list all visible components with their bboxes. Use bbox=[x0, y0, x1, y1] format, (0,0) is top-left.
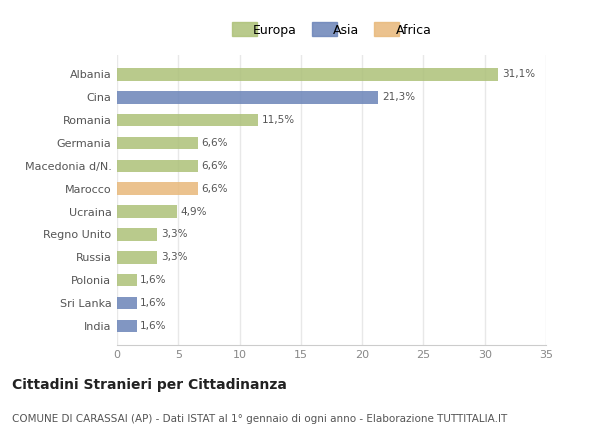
Text: 1,6%: 1,6% bbox=[140, 298, 167, 308]
Text: COMUNE DI CARASSAI (AP) - Dati ISTAT al 1° gennaio di ogni anno - Elaborazione T: COMUNE DI CARASSAI (AP) - Dati ISTAT al … bbox=[12, 414, 507, 424]
Text: 4,9%: 4,9% bbox=[181, 207, 207, 216]
Text: 21,3%: 21,3% bbox=[382, 92, 415, 103]
Bar bbox=[117, 183, 198, 195]
Bar bbox=[117, 160, 198, 172]
Text: 3,3%: 3,3% bbox=[161, 230, 188, 239]
Bar bbox=[117, 228, 157, 241]
Bar bbox=[117, 297, 137, 309]
Text: 3,3%: 3,3% bbox=[161, 253, 188, 262]
Bar bbox=[117, 205, 177, 218]
Bar bbox=[117, 114, 258, 126]
Bar bbox=[117, 319, 137, 332]
Text: 31,1%: 31,1% bbox=[502, 70, 535, 80]
Text: 6,6%: 6,6% bbox=[202, 138, 228, 148]
Bar bbox=[117, 274, 137, 286]
Text: 6,6%: 6,6% bbox=[202, 184, 228, 194]
Bar bbox=[117, 68, 498, 81]
Text: 6,6%: 6,6% bbox=[202, 161, 228, 171]
Bar bbox=[117, 137, 198, 149]
Bar bbox=[117, 251, 157, 264]
Text: 1,6%: 1,6% bbox=[140, 321, 167, 331]
Text: Cittadini Stranieri per Cittadinanza: Cittadini Stranieri per Cittadinanza bbox=[12, 378, 287, 392]
Text: 11,5%: 11,5% bbox=[262, 115, 295, 125]
Legend: Europa, Asia, Africa: Europa, Asia, Africa bbox=[228, 21, 435, 41]
Text: 1,6%: 1,6% bbox=[140, 275, 167, 285]
Bar bbox=[117, 91, 378, 104]
